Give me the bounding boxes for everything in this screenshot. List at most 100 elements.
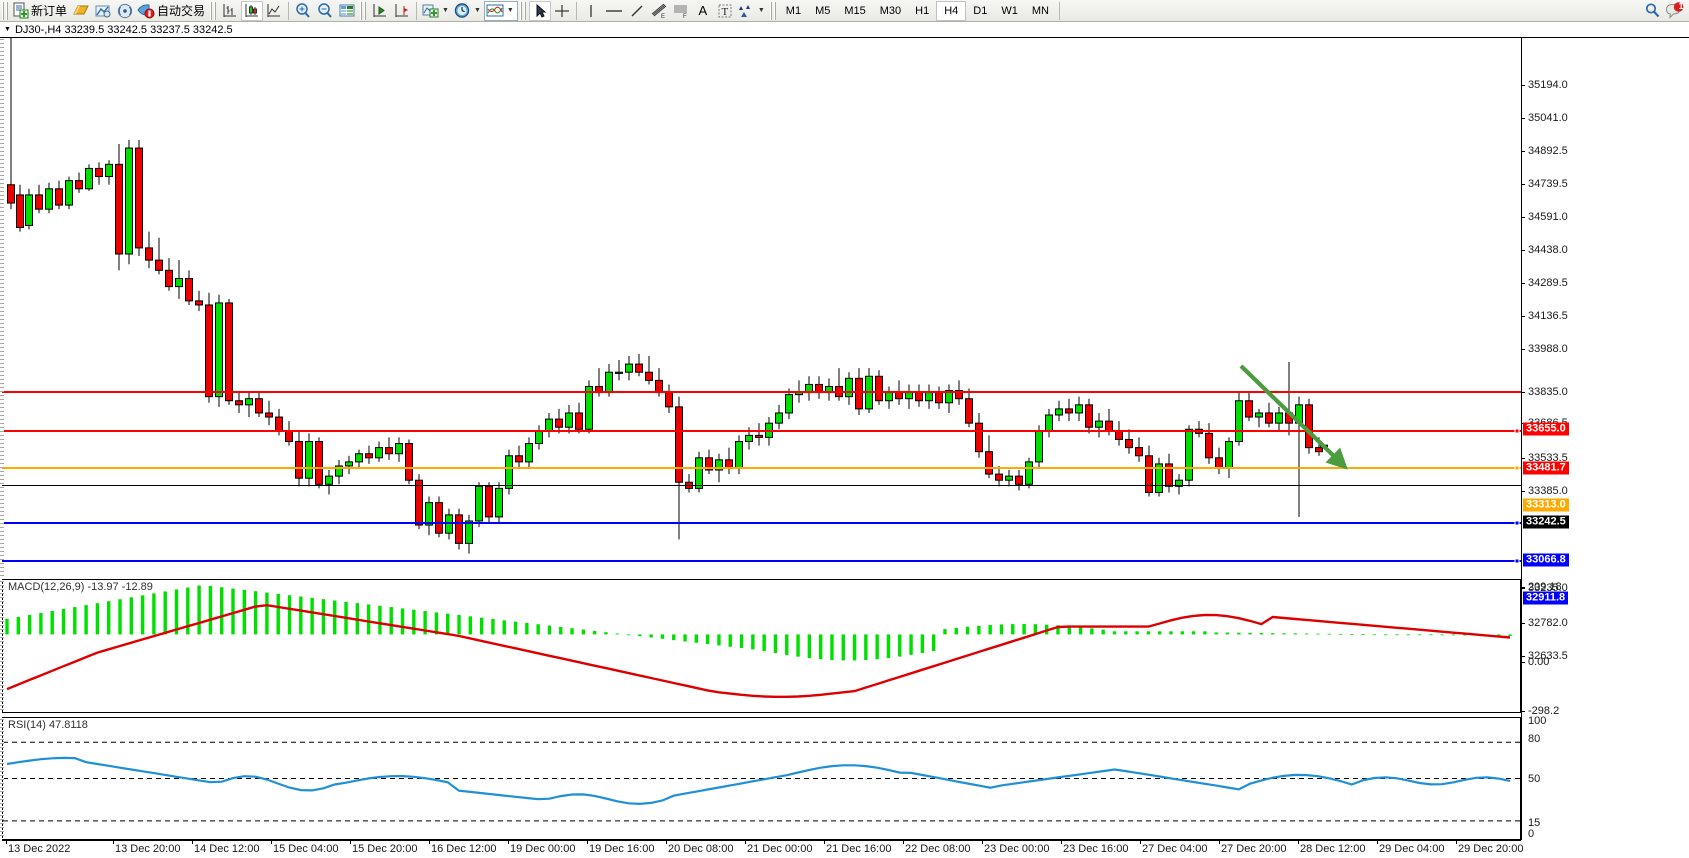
shapes-button[interactable]: ▼ bbox=[736, 1, 768, 21]
auto-trading-button[interactable]: 自动交易 bbox=[136, 1, 208, 21]
tab-timeframe-m30[interactable]: M30 bbox=[879, 4, 902, 17]
support-line-2[interactable] bbox=[2, 560, 1521, 562]
new-order-button[interactable]: 新订单 bbox=[11, 1, 70, 21]
macd-panel[interactable]: MACD(12,26,9) -13.97 -12.89 bbox=[0, 579, 1521, 713]
price-badge-resistance-line-2[interactable]: 33481.7 bbox=[1523, 461, 1569, 475]
rsi-panel-inner bbox=[3, 718, 1520, 839]
tab-timeframe-h4[interactable]: H4 bbox=[936, 0, 967, 21]
periods-button[interactable]: ▼ bbox=[452, 1, 484, 21]
shapes-icon bbox=[737, 3, 755, 19]
vertical-line-button[interactable] bbox=[580, 1, 602, 21]
macd-axis-label: 209.18 bbox=[1528, 581, 1562, 594]
tab-timeframe-m1[interactable]: M1 bbox=[785, 4, 802, 17]
metaeditor-button[interactable] bbox=[92, 1, 114, 21]
toolbar-grip-3[interactable] bbox=[360, 1, 368, 20]
price-badge-pivot-line[interactable]: 33313.0 bbox=[1523, 498, 1569, 512]
trendline-button[interactable] bbox=[626, 1, 648, 21]
pivot-line[interactable] bbox=[2, 467, 1521, 469]
toolbar-grip-2[interactable] bbox=[210, 1, 218, 20]
chevron-down-icon-3[interactable]: ▼ bbox=[506, 7, 514, 14]
candlestick-chart-button[interactable] bbox=[241, 0, 264, 21]
price-scale[interactable]: 35194.0 35041.0 34892.5 34739.5 34591.0 34438… bbox=[1521, 38, 1689, 840]
cursor-button[interactable] bbox=[528, 0, 551, 21]
data-window-icon bbox=[338, 2, 356, 19]
crosshair-icon bbox=[553, 3, 571, 19]
text-label-button[interactable]: T bbox=[714, 1, 736, 21]
tab-timeframe-mn[interactable]: MN bbox=[1031, 4, 1049, 17]
time-tick-label: 29 Dec 04:00 bbox=[1379, 843, 1445, 855]
auto-scroll-button[interactable] bbox=[369, 1, 391, 21]
price-tick bbox=[1521, 588, 1525, 589]
price-badge-support-line-1[interactable]: 33066.8 bbox=[1523, 553, 1569, 567]
price-panel[interactable] bbox=[0, 38, 1521, 576]
auto-scroll-icon bbox=[371, 2, 389, 19]
cursor-arrow-icon bbox=[533, 3, 547, 19]
rsi-axis-label: 0 bbox=[1528, 828, 1535, 841]
line-chart-button[interactable] bbox=[263, 1, 285, 21]
tab-timeframe-m15[interactable]: M15 bbox=[844, 4, 866, 17]
rsi-panel[interactable]: RSI(14) 47.8118 bbox=[0, 717, 1521, 840]
support-line-1[interactable] bbox=[2, 522, 1521, 524]
rsi-axis-label: 15 bbox=[1528, 817, 1541, 830]
tab-timeframe-h1[interactable]: H1 bbox=[915, 4, 930, 17]
time-tick bbox=[587, 841, 588, 844]
templates-button[interactable]: ▼ bbox=[483, 0, 518, 21]
metaeditor-icon bbox=[94, 3, 112, 19]
price-badge-support-line-2[interactable]: 32911.8 bbox=[1523, 591, 1569, 605]
candlestick-series bbox=[7, 38, 1328, 554]
tab-timeframe-w1[interactable]: W1 bbox=[1001, 4, 1018, 17]
notifications-button[interactable]: 1 bbox=[1663, 1, 1685, 21]
chevron-down-icon[interactable]: ▼ bbox=[442, 7, 449, 14]
horizontal-line-button[interactable] bbox=[602, 1, 626, 21]
chevron-down-icon-2[interactable]: ▼ bbox=[473, 7, 481, 14]
current-price-line bbox=[2, 485, 1521, 486]
bar-chart-button[interactable] bbox=[219, 1, 241, 21]
time-tick bbox=[1377, 841, 1378, 844]
toolbar-grip[interactable] bbox=[2, 1, 9, 20]
price-badge-resistance-line-1[interactable]: 33655.0 bbox=[1523, 422, 1569, 436]
equidistant-channel-button[interactable]: E bbox=[648, 1, 670, 21]
new-order-icon bbox=[12, 2, 29, 19]
zoom-out-button[interactable] bbox=[314, 1, 336, 21]
data-window-button[interactable] bbox=[336, 1, 358, 21]
resistance-line-2-anchor[interactable] bbox=[1514, 428, 1520, 434]
signals-button[interactable] bbox=[114, 1, 136, 21]
time-scale[interactable]: 13 Dec 2022 13 Dec 20:00 14 Dec 12:00 15 De… bbox=[2, 840, 1523, 858]
toolbar-grip-4[interactable] bbox=[519, 1, 527, 20]
chevron-down-icon-4[interactable]: ▼ bbox=[757, 7, 765, 14]
toolbar-grip-5[interactable] bbox=[769, 1, 777, 20]
resistance-line-1[interactable] bbox=[2, 391, 1521, 393]
rsi-label: RSI(14) 47.8118 bbox=[8, 719, 88, 731]
price-badge-current-price-line[interactable]: 33242.5 bbox=[1523, 515, 1569, 529]
price-tick bbox=[1521, 118, 1525, 119]
support-line-2-anchor[interactable] bbox=[1514, 558, 1520, 564]
indicators-button[interactable]: ▼ bbox=[420, 1, 452, 21]
chevron-down-icon-symbolbar[interactable]: ▼ bbox=[4, 26, 11, 33]
zoom-in-button[interactable] bbox=[292, 1, 314, 21]
rsi-panel-grip[interactable] bbox=[0, 718, 4, 839]
search-button[interactable] bbox=[1641, 1, 1663, 21]
resistance-line-2[interactable] bbox=[2, 430, 1521, 432]
pivot-line-anchor[interactable] bbox=[1514, 465, 1520, 471]
price-tick-label: 34591.0 bbox=[1528, 211, 1568, 223]
channel-icon: E bbox=[649, 2, 669, 19]
chart-shift-button[interactable] bbox=[391, 1, 413, 21]
time-tick bbox=[824, 841, 825, 844]
chart-container[interactable]: MACD(12,26,9) -13.97 -12.89 RSI(14) 47.8… bbox=[0, 38, 1689, 858]
price-panel-grip[interactable] bbox=[0, 38, 4, 576]
time-tick-label: 27 Dec 20:00 bbox=[1221, 843, 1287, 855]
macd-panel-grip[interactable] bbox=[0, 580, 4, 712]
time-tick bbox=[1061, 841, 1062, 844]
fibonacci-button[interactable]: F bbox=[670, 1, 692, 21]
time-tick-label: 22 Dec 08:00 bbox=[905, 843, 971, 855]
expert-advisors-button[interactable] bbox=[70, 1, 92, 21]
tab-timeframe-d1[interactable]: D1 bbox=[973, 4, 988, 17]
text-button[interactable]: A bbox=[692, 1, 714, 21]
horizontal-line-icon bbox=[603, 3, 625, 19]
crosshair-button[interactable] bbox=[551, 1, 573, 21]
time-tick-label: 21 Dec 16:00 bbox=[826, 843, 892, 855]
tab-timeframe-m5[interactable]: M5 bbox=[815, 4, 831, 17]
search-icon bbox=[1644, 2, 1661, 19]
rsi-series bbox=[3, 741, 1520, 822]
support-line-1-anchor[interactable] bbox=[1514, 520, 1520, 526]
